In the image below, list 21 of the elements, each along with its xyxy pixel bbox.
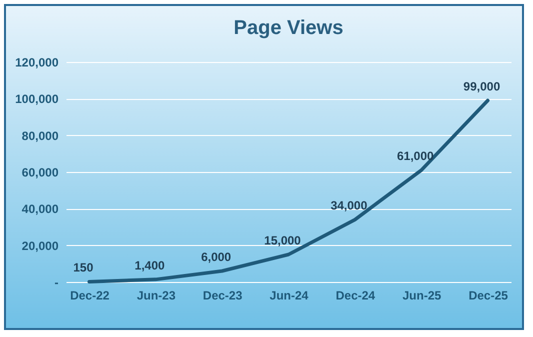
data-label: 15,000 [264,234,302,248]
y-tick-label: 100,000 [15,92,59,106]
data-label: 1,400 [134,258,166,272]
y-tick-label: - [54,276,58,290]
x-tick-label: Jun-25 [402,288,442,302]
data-label: 6,000 [201,250,232,264]
x-tick-label: Dec-23 [202,288,243,302]
x-tick-label: Dec-24 [336,288,376,302]
chart-title: Page Views [234,17,344,39]
x-tick-label: Dec-22 [70,288,110,302]
y-tick-label: 40,000 [22,202,59,216]
x-tick-label: Jun-23 [136,288,176,302]
data-label: 34,000 [330,198,368,213]
data-label: 150 [73,260,94,275]
y-tick-label: 60,000 [22,166,59,180]
y-tick-label: 120,000 [15,56,59,70]
data-label: 99,000 [463,80,500,94]
x-tick-label: Jun-24 [270,288,309,302]
x-tick-label: Dec-25 [468,288,508,302]
y-tick-label: 20,000 [22,238,59,253]
y-tick-label: 80,000 [22,128,59,143]
